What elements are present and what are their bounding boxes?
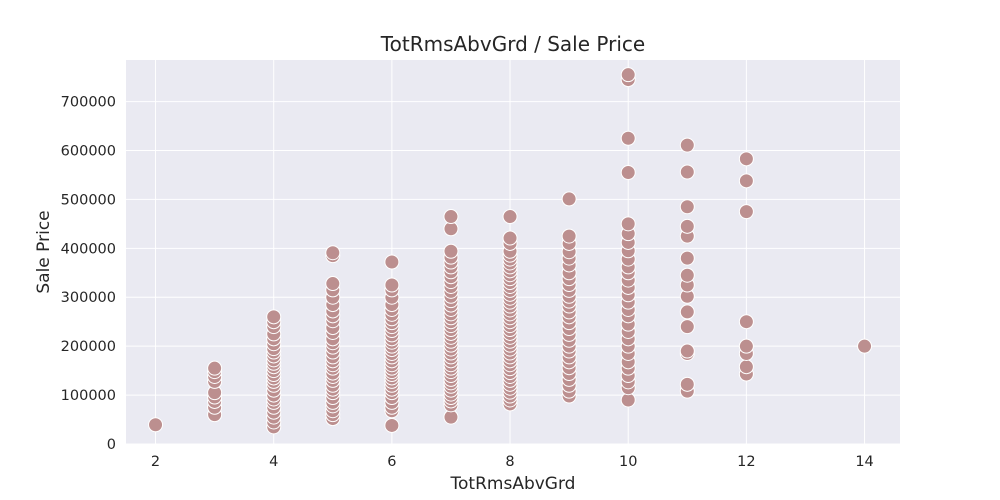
x-tick-label: 6 (387, 454, 396, 470)
x-tick-label: 4 (269, 454, 278, 470)
y-tick-label: 200000 (61, 339, 116, 355)
data-point (148, 417, 164, 433)
x-tick-label: 14 (855, 454, 873, 470)
data-point (266, 309, 282, 325)
data-point (679, 319, 695, 335)
data-point (738, 204, 754, 220)
x-axis-label: TotRmsAbvGrd (450, 474, 576, 494)
data-point (384, 417, 400, 433)
data-point (443, 209, 459, 225)
tick-labels: 2 4 6 8 10 12 14 0 100000 200000 300000 400000 50000… (61, 95, 874, 470)
data-point (679, 164, 695, 180)
y-tick-label: 700000 (61, 95, 116, 111)
y-tick-label: 0 (107, 437, 116, 453)
data-point (738, 151, 754, 167)
y-tick-label: 300000 (61, 290, 116, 306)
y-tick-label: 100000 (61, 388, 116, 404)
data-point (679, 199, 695, 215)
data-point (443, 243, 459, 259)
data-point (325, 276, 341, 292)
data-point (561, 191, 577, 207)
data-points (148, 67, 873, 435)
y-tick-label: 400000 (61, 241, 116, 257)
y-axis-label: Sale Price (34, 210, 54, 293)
data-point (384, 254, 400, 270)
x-tick-label: 12 (737, 454, 755, 470)
data-point (207, 360, 223, 376)
data-point (561, 228, 577, 244)
data-point (738, 173, 754, 189)
data-point (738, 314, 754, 330)
data-point (620, 67, 636, 83)
data-point (679, 343, 695, 359)
data-point (502, 209, 518, 225)
data-point (620, 130, 636, 146)
data-point (679, 304, 695, 320)
data-point (679, 376, 695, 392)
y-tick-label: 500000 (61, 192, 116, 208)
data-point (738, 338, 754, 354)
data-point (620, 165, 636, 181)
x-tick-label: 2 (151, 454, 160, 470)
data-point (857, 338, 873, 354)
data-point (679, 218, 695, 234)
chart-title: TotRmsAbvGrd / Sale Price (380, 32, 645, 56)
x-tick-label: 10 (619, 454, 637, 470)
data-point (738, 359, 754, 375)
y-tick-label: 600000 (61, 143, 116, 159)
data-point (502, 230, 518, 246)
data-point (384, 277, 400, 293)
data-point (325, 245, 341, 261)
data-point (679, 137, 695, 153)
data-point (679, 267, 695, 283)
x-tick-label: 8 (505, 454, 514, 470)
data-point (679, 250, 695, 266)
data-point (620, 216, 636, 232)
